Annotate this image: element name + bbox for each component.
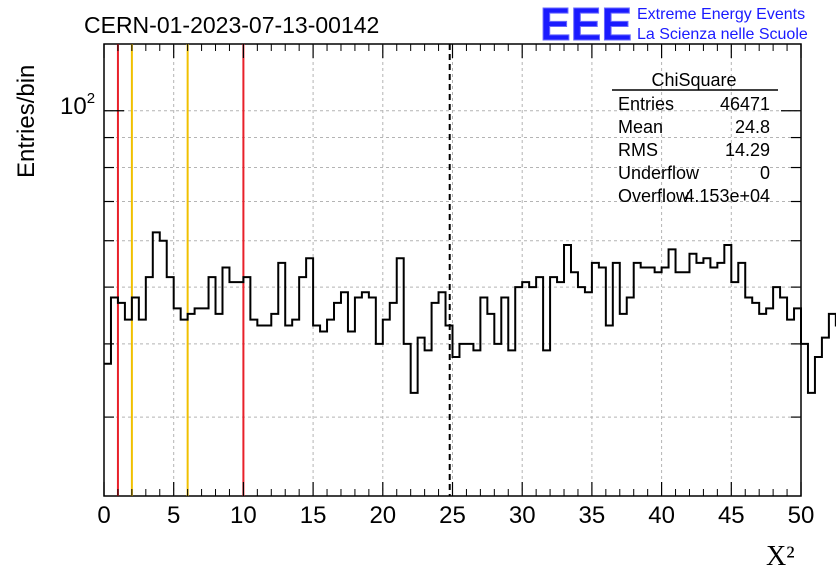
x-tick-label: 35 [579, 502, 606, 529]
stats-label-overflow: Overflow [618, 186, 690, 206]
x-tick-label: 15 [300, 502, 327, 529]
stats-label-mean: Mean [618, 117, 663, 137]
x-tick-label: 30 [509, 502, 536, 529]
stats-value-entries: 46471 [720, 94, 770, 114]
stats-label-underflow: Underflow [618, 163, 700, 183]
axis-ticks [103, 44, 802, 496]
stats-title: ChiSquare [651, 70, 736, 90]
x-tick-label: 40 [648, 502, 675, 529]
stats-value-overflow: 4.153e+04 [684, 186, 770, 206]
y-axis-label: Entries/bin [13, 65, 40, 178]
x-tick-label: 10 [230, 502, 257, 529]
stats-box: ChiSquare Entries 46471 Mean 24.8 RMS 14… [612, 70, 778, 206]
x-tick-label: 20 [369, 502, 396, 529]
x-tick-label: 5 [167, 502, 180, 529]
logo-line-2: La Scienza nelle Scuole [637, 26, 808, 43]
stats-label-entries: Entries [618, 94, 674, 114]
stats-label-rms: RMS [618, 140, 658, 160]
stats-value-rms: 14.29 [725, 140, 770, 160]
x-tick-label: 0 [97, 502, 110, 529]
x-tick-label: 50 [788, 502, 815, 529]
eee-logo-mark: EEE [540, 0, 632, 50]
eee-logo: EEE Extreme Energy Events La Scienza nel… [540, 0, 808, 51]
x-axis-label: X² [766, 541, 795, 572]
stats-value-underflow: 0 [760, 163, 770, 183]
stats-value-mean: 24.8 [735, 117, 770, 137]
reference-lines [116, 44, 451, 496]
logo-line-1: Extreme Energy Events [637, 6, 805, 23]
x-tick-label: 25 [439, 502, 466, 529]
chart-title: CERN-01-2023-07-13-00142 [84, 12, 379, 38]
histogram-outline [104, 231, 836, 394]
x-tick-label: 45 [718, 502, 745, 529]
grid-lines [104, 44, 801, 496]
y-tick-label-100: 102 [60, 90, 95, 120]
x-tick-labels: 0 5 10 15 20 25 30 35 40 45 50 [97, 502, 814, 529]
